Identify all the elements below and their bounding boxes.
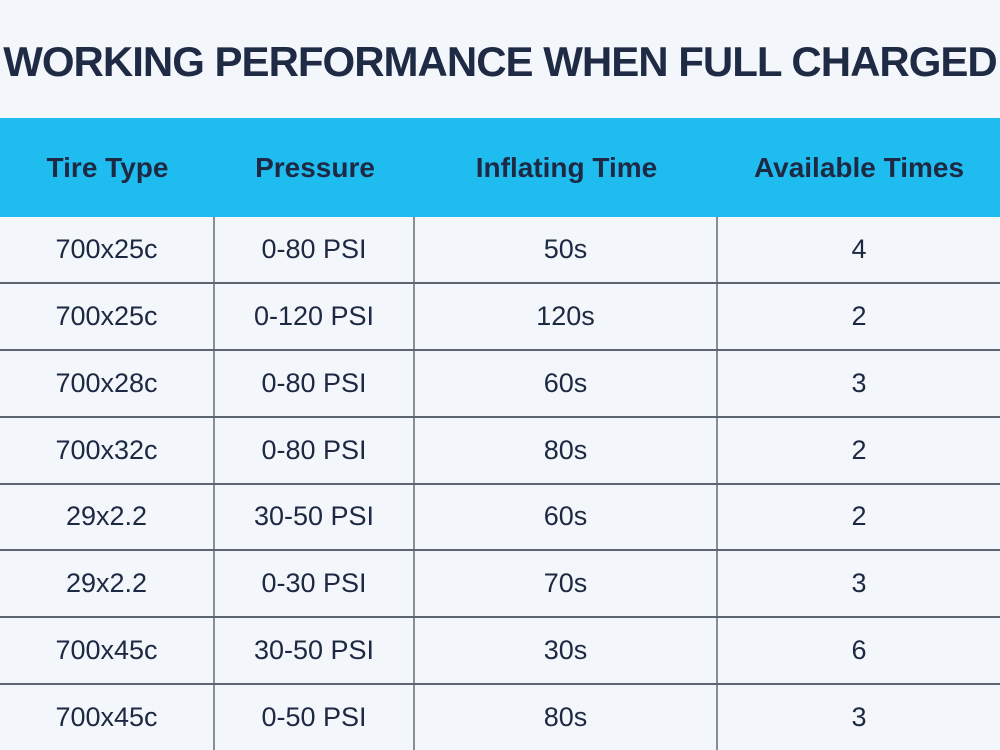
table-cell: 3 bbox=[851, 367, 867, 398]
column-header: Tire Type bbox=[46, 151, 169, 183]
table-cell: 2 bbox=[851, 300, 867, 331]
table-row: 700x25c 0-120 PSI 120s 2 bbox=[0, 281, 1000, 349]
table-cell: 0-120 PSI bbox=[215, 283, 415, 349]
table-cell: 50s bbox=[415, 217, 718, 282]
table-cell: 3 bbox=[851, 702, 867, 733]
table-cell: 2 bbox=[851, 501, 867, 532]
table-cell: 700x32c bbox=[0, 417, 215, 483]
table-cell: 0-80 PSI bbox=[215, 417, 415, 483]
table-row: 700x45c 0-50 PSI 80s 3 bbox=[0, 683, 1000, 750]
table-cell: 60s bbox=[415, 350, 718, 416]
table-cell: 29x2.2 bbox=[0, 484, 215, 550]
table-cell: 120s bbox=[415, 283, 718, 349]
table-row: 700x28c 0-80 PSI 60s 3 bbox=[0, 348, 1000, 416]
table-cell: 70s bbox=[415, 551, 718, 617]
table-row: 700x45c 30-50 PSI 30s 6 bbox=[0, 616, 1000, 684]
table-cell: 700x45c bbox=[0, 685, 215, 750]
table-cell: 700x45c bbox=[0, 618, 215, 684]
table-cell: 0-30 PSI bbox=[215, 551, 415, 617]
table-cell: 30-50 PSI bbox=[215, 618, 415, 684]
title-bar: WORKING PERFORMANCE WHEN FULL CHARGED bbox=[0, 0, 1000, 118]
table-cell: 80s bbox=[415, 417, 718, 483]
table-cell: 2 bbox=[851, 434, 867, 465]
table-cell: 3 bbox=[851, 568, 867, 599]
table-row: 29x2.2 30-50 PSI 60s 2 bbox=[0, 482, 1000, 550]
table-cell: 0-80 PSI bbox=[215, 217, 415, 282]
table-cell: 700x28c bbox=[0, 350, 215, 416]
table-cell: 30s bbox=[415, 618, 718, 684]
table-row: 700x25c 0-80 PSI 50s 4 bbox=[0, 217, 1000, 282]
table-header-row: Tire Type Pressure Inflating Time Available… bbox=[0, 118, 1000, 217]
table-body: 700x25c 0-80 PSI 50s 4 700x25c 0-120 PSI 120s 2… bbox=[0, 217, 1000, 750]
table-cell: 80s bbox=[415, 685, 718, 750]
table-cell: 29x2.2 bbox=[0, 551, 215, 617]
column-header: Available Times bbox=[753, 151, 965, 183]
page-title: WORKING PERFORMANCE WHEN FULL CHARGED bbox=[3, 38, 998, 85]
table-row: 29x2.2 0-30 PSI 70s 3 bbox=[0, 549, 1000, 617]
table-cell: 60s bbox=[415, 484, 718, 550]
table-cell: 700x25c bbox=[0, 283, 215, 349]
table-cell: 6 bbox=[851, 635, 867, 666]
table-cell: 700x25c bbox=[0, 217, 215, 282]
table-cell: 30-50 PSI bbox=[215, 484, 415, 550]
table-cell: 4 bbox=[851, 233, 867, 264]
column-header: Inflating Time bbox=[475, 151, 658, 183]
column-header: Pressure bbox=[255, 151, 375, 183]
table-cell: 0-50 PSI bbox=[215, 685, 415, 750]
table-row: 700x32c 0-80 PSI 80s 2 bbox=[0, 415, 1000, 483]
table-cell: 0-80 PSI bbox=[215, 350, 415, 416]
